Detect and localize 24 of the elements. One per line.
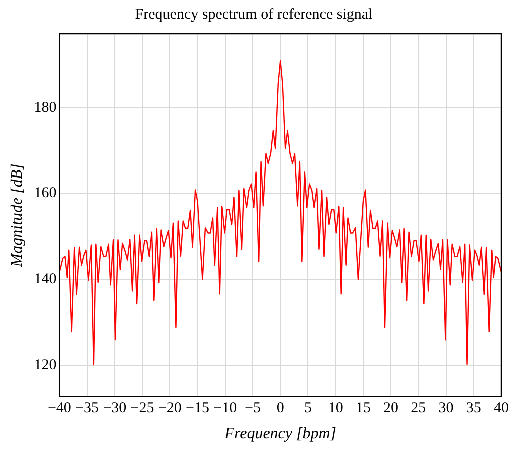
x-tick-label: −5	[245, 400, 261, 417]
x-tick-label: 20	[384, 400, 399, 417]
chart-title: Frequency spectrum of reference signal	[135, 6, 373, 23]
x-tick-label: 0	[276, 400, 284, 417]
y-tick-label: 180	[34, 100, 57, 116]
x-tick-label: −20	[158, 400, 182, 417]
x-tick-label: −10	[214, 400, 238, 417]
x-tick-label: −25	[130, 400, 154, 417]
x-axis-title: Frequency [bpm]	[224, 426, 337, 443]
x-tick-label: 25	[411, 400, 426, 417]
y-tick-label: 120	[34, 357, 57, 374]
x-tick-label: −40	[48, 400, 72, 417]
y-axis-title: Magnitude [dB]	[8, 164, 26, 268]
x-tick-label: 40	[494, 400, 509, 417]
x-tick-label: 10	[328, 400, 344, 417]
x-tick-label: 15	[356, 400, 371, 417]
x-tick-label: 30	[438, 400, 454, 417]
x-tick-label: 5	[304, 400, 312, 417]
y-tick-label: 140	[34, 272, 57, 288]
x-tick-label: −30	[103, 400, 127, 417]
x-tick-label: 35	[466, 400, 482, 417]
x-tick-label: −35	[76, 400, 100, 417]
y-tick-label: 160	[34, 186, 57, 202]
x-tick-label: −15	[186, 400, 210, 417]
